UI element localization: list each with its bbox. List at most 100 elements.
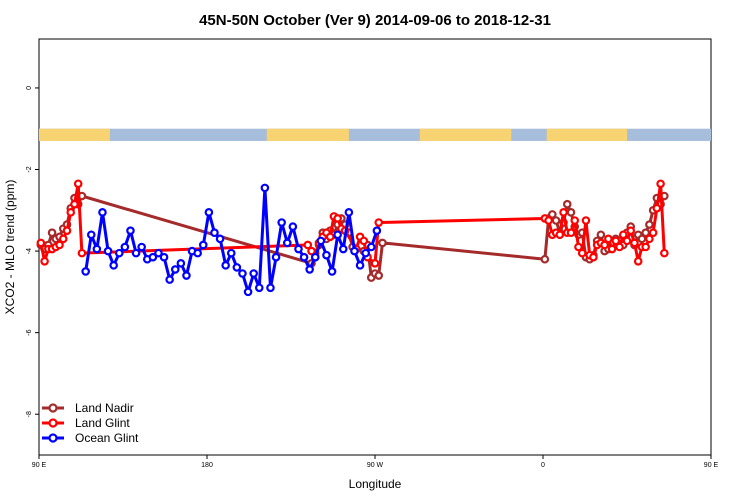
series-1-point-46	[604, 234, 613, 244]
series-1-point-18	[325, 232, 335, 242]
series-1-point-57	[645, 234, 654, 244]
series-1-point-39	[577, 248, 587, 258]
series-2-point-51	[366, 242, 376, 252]
series-0-point-28	[374, 271, 384, 280]
series-1-point-1	[40, 256, 49, 266]
x-axis: 90 E 180 90 W 0 90 E	[32, 455, 719, 469]
series-1-point-5	[55, 240, 64, 250]
x-tick-label-3: 0	[541, 462, 545, 469]
series-2-point-8	[126, 226, 135, 235]
series-1-point-33	[555, 230, 565, 240]
series-2-point-39	[299, 252, 309, 262]
series-1-point-59	[652, 203, 662, 213]
series-2-point-24	[215, 234, 225, 244]
series-2-point-47	[344, 208, 354, 217]
series-2-point-50	[361, 248, 370, 258]
series-1-point-54	[633, 256, 643, 266]
series-1-point-10	[73, 179, 83, 189]
series-2-point-48	[350, 246, 359, 256]
series-2-point-17	[176, 259, 186, 268]
series-1-point-58	[648, 228, 658, 238]
series-1-point-49	[615, 242, 624, 252]
series-2-point-7	[120, 242, 130, 252]
chart-title: 45N-50N October (Ver 9) 2014-09-06 to 20…	[199, 12, 551, 29]
series-1-point-27	[370, 259, 380, 268]
series-1-point-13	[307, 246, 316, 256]
series-2-point-52	[372, 226, 382, 235]
series-2-point-23	[210, 228, 219, 238]
series-2-point-41	[310, 252, 320, 262]
series-1-point-56	[641, 242, 650, 252]
land-band-segment-0	[39, 128, 110, 141]
series-2-point-6	[114, 248, 124, 258]
series-1-point-30	[544, 216, 553, 225]
series-1-point-51	[622, 236, 632, 246]
series-2-point-45	[333, 230, 342, 240]
series-2-point-40	[305, 265, 314, 274]
series-2-point-27	[232, 263, 242, 272]
series-1-point-61	[660, 248, 669, 258]
series-2-point-1	[86, 230, 96, 240]
series-1-point-20	[333, 214, 342, 223]
series-0-point-37	[566, 208, 576, 217]
series-2-point-25	[221, 261, 230, 270]
legend-marker-0	[48, 403, 58, 413]
x-tick-label-0: 90 E	[32, 462, 47, 469]
series-2-point-21	[198, 240, 208, 250]
land-band-segment-3	[546, 128, 627, 141]
series-2-point-5	[109, 261, 118, 270]
series-2-point-14	[159, 252, 169, 262]
series-1-point-38	[574, 242, 583, 252]
y-tick-label-1: -2	[26, 166, 33, 172]
series-0-point-32	[548, 210, 557, 219]
y-tick-label-4: -8	[26, 411, 33, 417]
series-2-point-29	[243, 287, 253, 297]
series-1-point-25	[359, 236, 369, 246]
series-2-point-12	[148, 252, 158, 262]
legend-marker-2	[48, 433, 58, 443]
series-1-point-6	[58, 234, 68, 244]
series-2-point-26	[226, 248, 236, 258]
series-1-point-9	[70, 199, 79, 209]
series-1-point-34	[559, 208, 568, 217]
series-2-point-36	[282, 238, 292, 248]
series-1-point-37	[570, 216, 580, 225]
series-0-point-33	[551, 216, 561, 225]
series-2-point-15	[165, 275, 174, 284]
legend-label-2: Ocean Glint	[75, 431, 139, 445]
series-2-point-18	[182, 271, 191, 280]
y-axis: 0 -2 -4 -6 -8	[26, 86, 39, 417]
series-0-point-29	[378, 238, 387, 248]
series-1-point-40	[581, 216, 591, 225]
series-2-point-44	[327, 267, 337, 276]
series-0-point-45	[596, 230, 606, 240]
series-0-point-58	[645, 220, 654, 229]
series-2-point-2	[92, 244, 102, 254]
series-2-point-13	[154, 248, 163, 258]
land-band-segment-2	[419, 128, 512, 141]
series-2-point-16	[170, 265, 180, 274]
x-axis-label: Longitude	[349, 477, 402, 491]
x-tick-label-2: 90 W	[367, 462, 384, 469]
series-2-point-49	[355, 261, 365, 270]
series-1-point-28	[374, 218, 384, 227]
series-2-point-35	[277, 218, 286, 227]
series-1-point-0	[36, 238, 46, 248]
series-0-point-36	[562, 199, 572, 209]
y-tick-label-2: -4	[26, 248, 33, 254]
series-1-point-53	[630, 238, 639, 248]
series-2-point-34	[271, 252, 281, 262]
series-1-point-50	[618, 230, 628, 240]
series-1-point-36	[566, 228, 576, 238]
legend-marker-1	[48, 418, 58, 428]
series-2-point-20	[193, 248, 202, 258]
x-tick-label-4: 90 E	[704, 462, 719, 469]
legend-label-1: Land Glint	[75, 416, 130, 430]
series-2-point-30	[249, 269, 258, 278]
series-2-point-3	[98, 208, 107, 217]
series-2-point-28	[238, 269, 247, 278]
series-1-point-11	[77, 248, 87, 258]
series-2-point-38	[294, 244, 303, 254]
series-1-point-52	[626, 226, 636, 235]
